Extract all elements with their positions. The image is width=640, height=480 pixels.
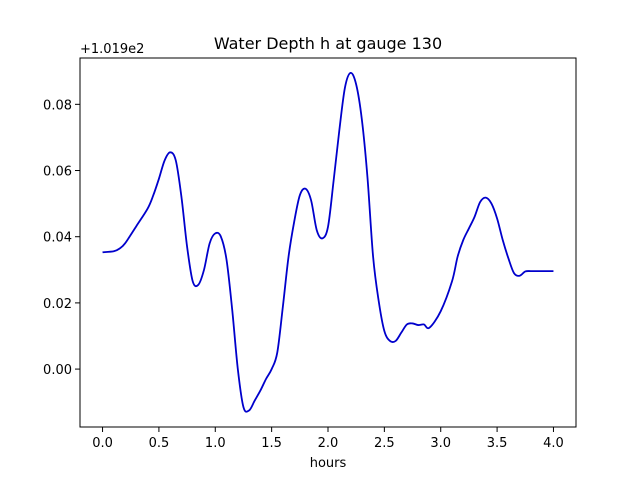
y-tick-label: 0.02 xyxy=(43,297,72,312)
x-tick-label: 3.5 xyxy=(487,436,508,451)
x-tick-label: 2.0 xyxy=(318,436,339,451)
plot-area xyxy=(79,57,577,428)
y-offset-label: +1.019e2 xyxy=(80,42,144,57)
x-tick-label: 1.5 xyxy=(261,436,282,451)
x-tick-label: 3.0 xyxy=(430,436,451,451)
x-tick-label: 0.0 xyxy=(92,436,113,451)
y-tick-label: 0.08 xyxy=(43,98,72,113)
y-tick-label: 0.00 xyxy=(43,363,72,378)
y-tick-label: 0.06 xyxy=(43,165,72,180)
x-tick-label: 4.0 xyxy=(543,436,564,451)
chart-title: Water Depth h at gauge 130 xyxy=(214,34,442,53)
x-axis-label: hours xyxy=(310,456,347,471)
y-axis: 0.00 0.02 0.04 0.06 0.08 xyxy=(43,98,80,378)
series-line xyxy=(102,71,554,413)
y-tick-label: 0.04 xyxy=(43,231,72,246)
x-tick-label: 2.5 xyxy=(374,436,395,451)
x-axis: 0.0 0.5 1.0 1.5 2.0 2.5 3.0 3.5 4.0 xyxy=(92,427,564,451)
x-tick-label: 0.5 xyxy=(149,436,170,451)
x-tick-label: 1.0 xyxy=(205,436,226,451)
